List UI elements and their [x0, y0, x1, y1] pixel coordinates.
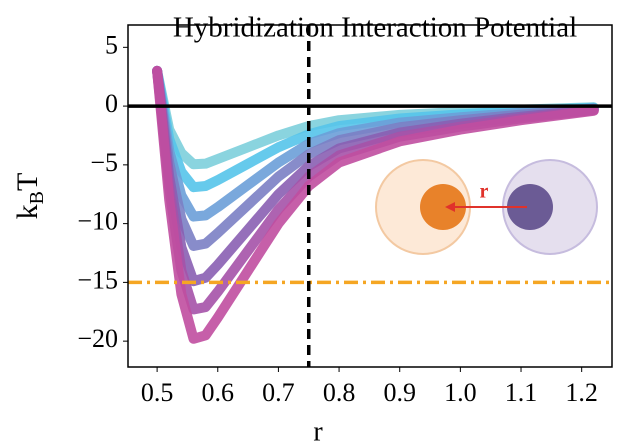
y-tick-label: −20 — [77, 324, 118, 353]
y-label-suffix: T — [11, 173, 44, 191]
y-label-main: k — [11, 204, 44, 219]
x-tick-label: 0.9 — [383, 378, 416, 407]
x-tick-label: 0.8 — [323, 378, 356, 407]
plot-frame — [127, 24, 613, 368]
inset-label: r — [480, 181, 489, 203]
x-tick-label: 0.5 — [141, 378, 174, 407]
y-tick-label: 0 — [105, 89, 118, 118]
inset-diagram: r — [375, 159, 598, 255]
particle-core — [420, 184, 466, 230]
y-tick-label: −10 — [77, 207, 118, 236]
plot-area — [128, 25, 612, 367]
particle-core — [507, 184, 553, 230]
y-tick-label: 5 — [105, 30, 118, 59]
x-tick-label: 1.0 — [444, 378, 477, 407]
arrow-head — [445, 202, 455, 212]
y-tick-label: −5 — [90, 148, 118, 177]
x-tick-label: 0.6 — [202, 378, 235, 407]
y-tick-label: −15 — [77, 265, 118, 294]
x-tick-label: 1.2 — [565, 378, 598, 407]
y-label-sub: B — [26, 191, 48, 204]
x-tick-label: 0.7 — [262, 378, 295, 407]
x-tick-label: 1.1 — [505, 378, 538, 407]
y-axis-label: kBT — [11, 173, 48, 220]
chart-title: Hybridization Interaction Potential — [173, 12, 577, 44]
x-axis-label: r — [313, 416, 323, 446]
potential-curve — [152, 65, 599, 344]
